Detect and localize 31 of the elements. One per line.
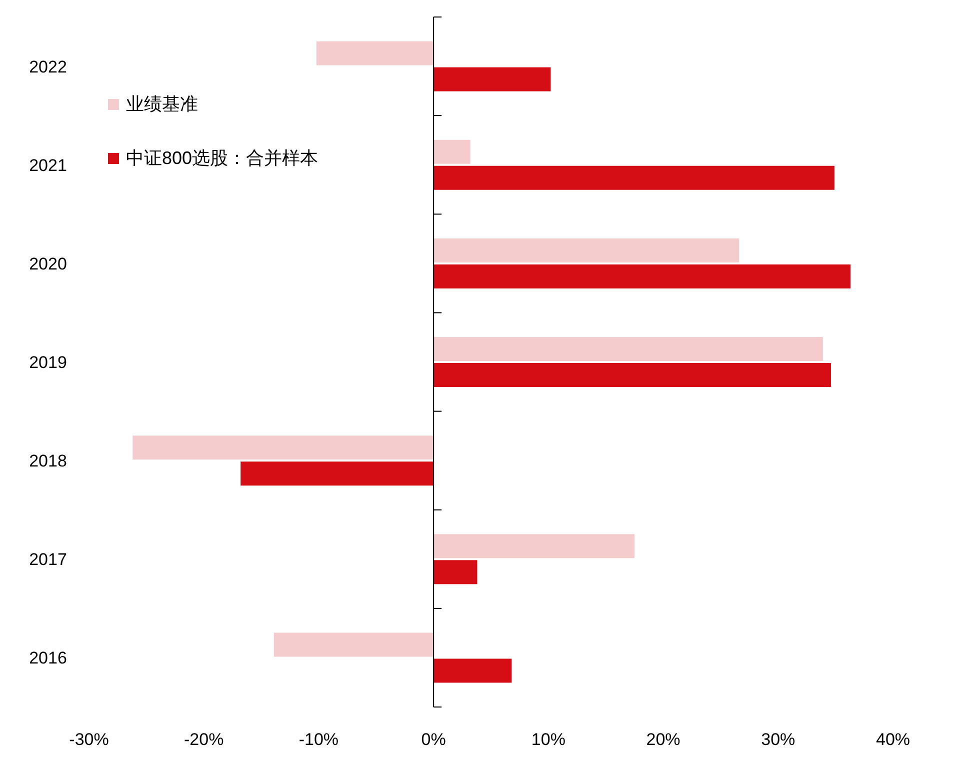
x-tick-label: 0% [421,730,446,749]
y-tick-label: 2016 [29,648,67,668]
bar [434,238,740,262]
y-tick-label: 2020 [29,254,67,274]
bar [434,658,512,683]
x-tick-label: 10% [531,730,566,749]
y-tick-label: 2017 [29,550,67,570]
bar [434,140,470,164]
x-tick-label: 20% [646,730,680,749]
bar [434,363,831,387]
legend-label: 中证800选股：合并样本 [126,148,318,168]
x-tick-label: 40% [876,730,910,749]
bar [434,67,551,92]
y-tick-label: 2021 [29,156,67,175]
bar [434,534,635,558]
x-tick-label: -20% [184,730,224,749]
y-tick-label: 2018 [29,452,67,471]
bar [240,462,434,486]
bar [434,264,850,288]
x-tick-label: -30% [69,730,109,749]
bar [132,436,434,460]
bar [274,632,434,657]
y-tick-label: 2022 [29,57,67,76]
bar [434,560,478,584]
y-tick-label: 2019 [29,353,67,372]
bar [316,41,434,66]
bar [434,166,834,190]
legend-label: 业绩基准 [126,94,198,114]
x-tick-label: 30% [761,730,796,749]
bar [434,337,823,361]
x-tick-label: -10% [298,730,339,749]
